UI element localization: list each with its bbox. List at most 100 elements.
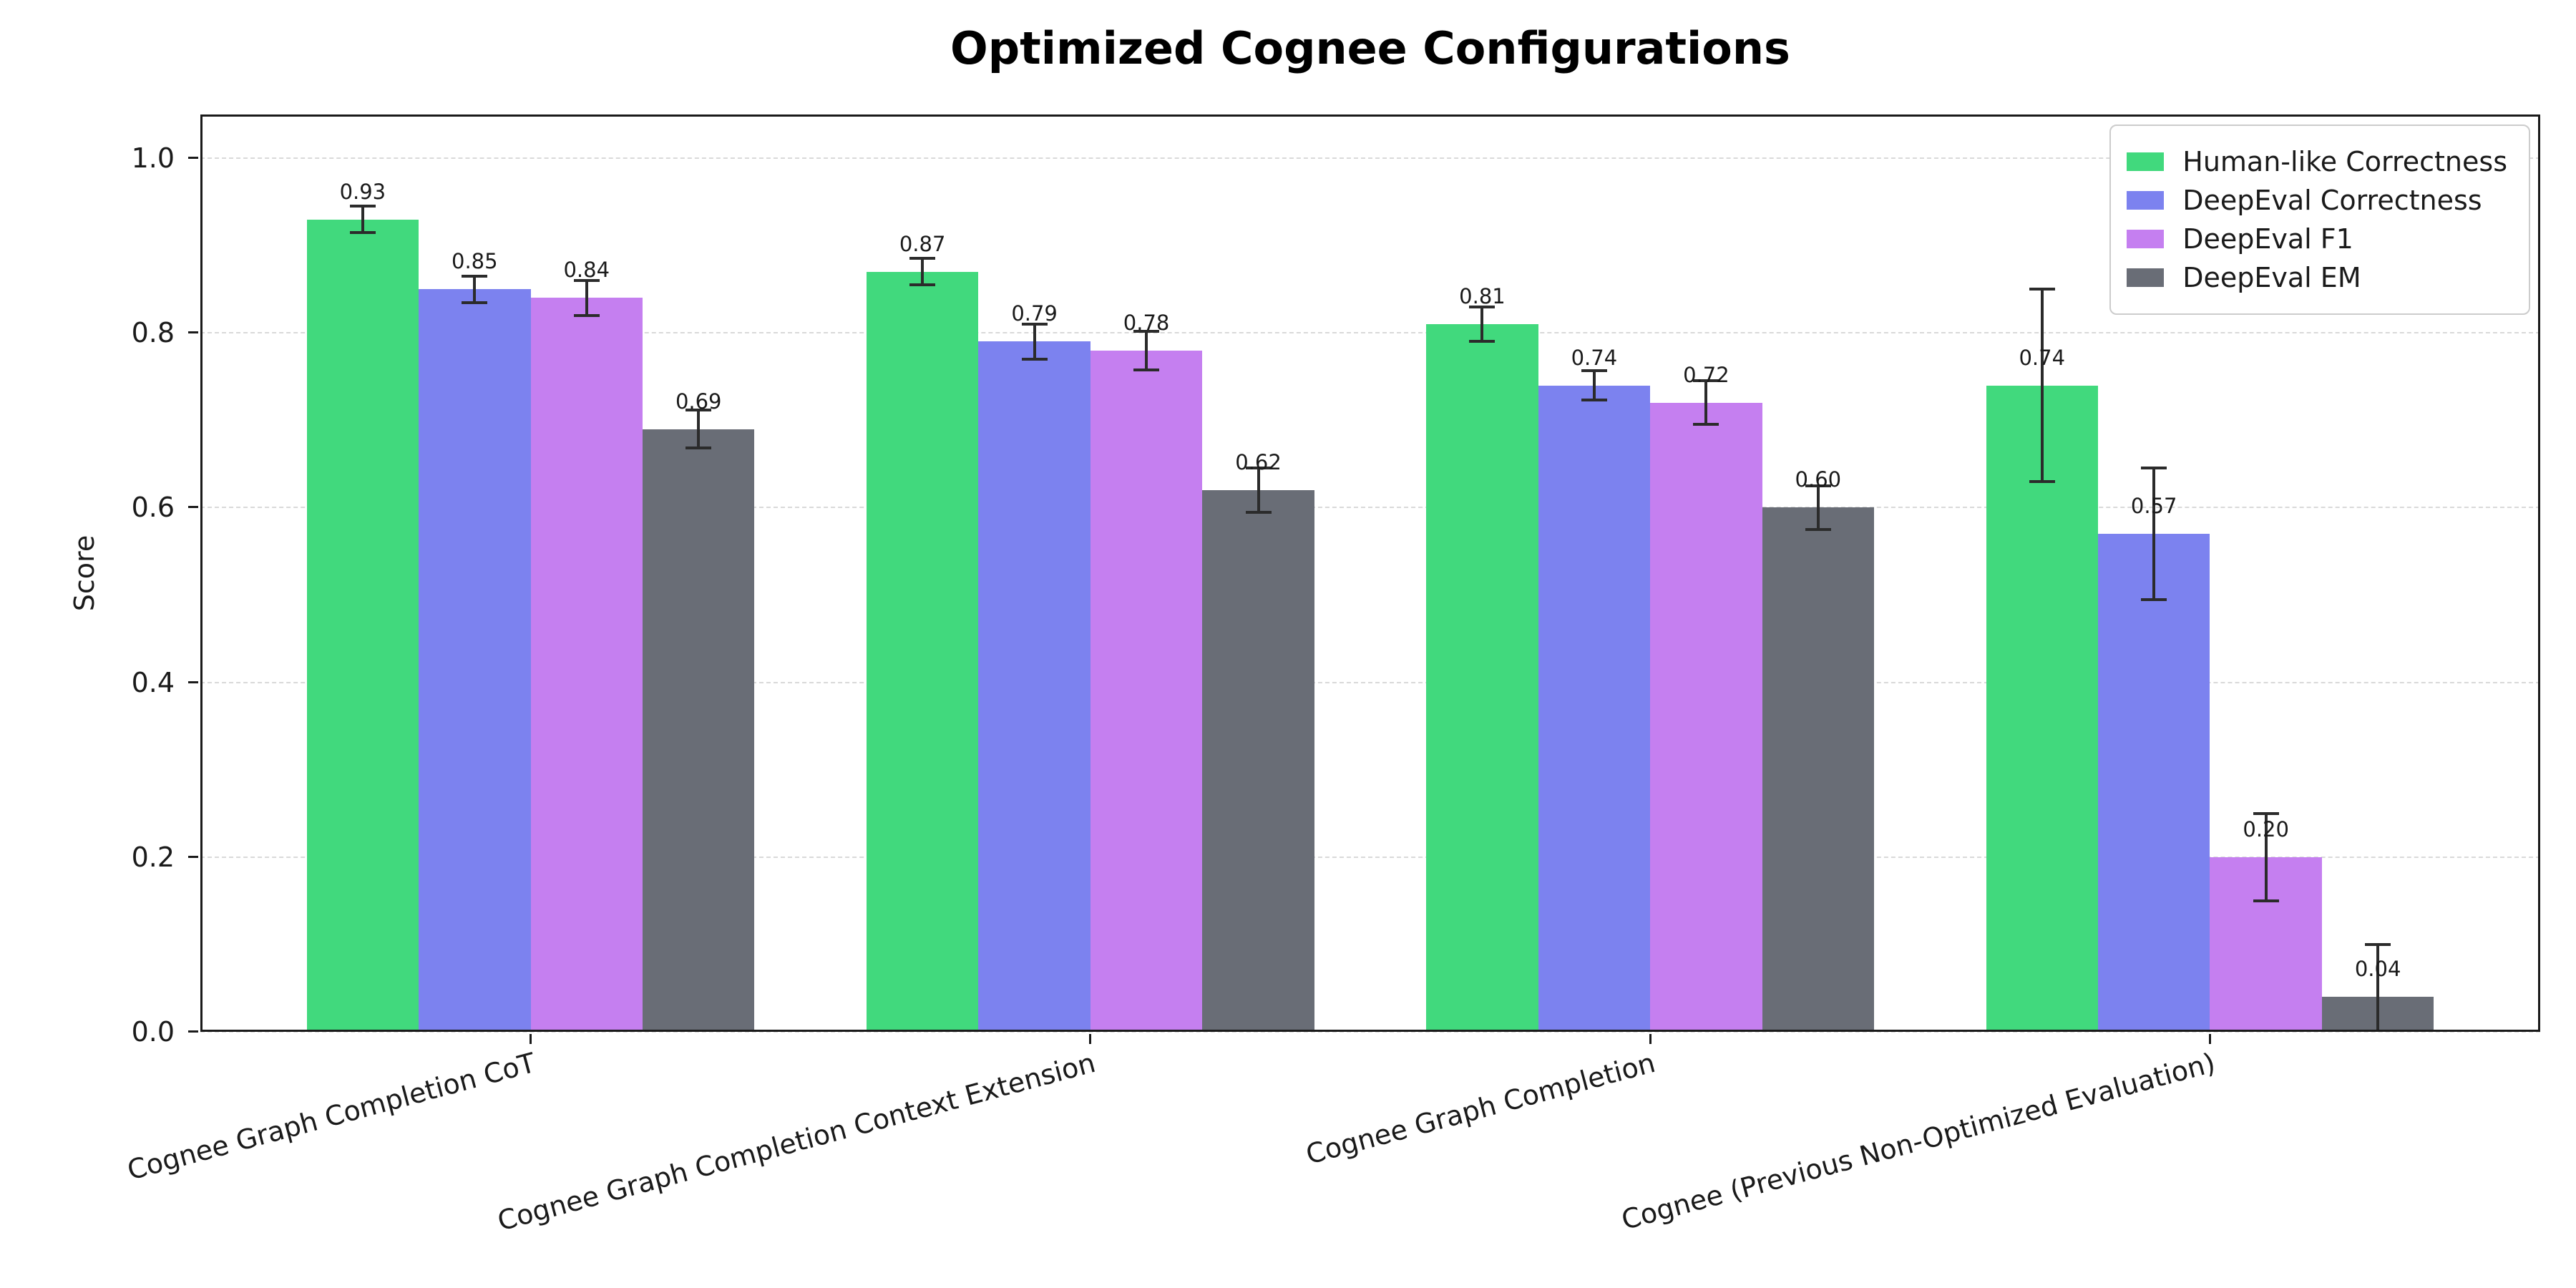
error-bar-cap bbox=[1021, 357, 1048, 361]
error-bar-cap bbox=[349, 205, 376, 208]
y-tick-mark bbox=[188, 157, 198, 160]
y-tick-label: 0.4 bbox=[131, 666, 175, 698]
error-bar-cap bbox=[2029, 479, 2055, 483]
legend-swatch-icon bbox=[2127, 268, 2165, 287]
chart-title: Optimized Cognee Configurations bbox=[950, 22, 1790, 74]
error-bar-cap bbox=[2141, 597, 2167, 601]
bar bbox=[2097, 534, 2210, 1032]
legend-swatch-icon bbox=[2127, 230, 2165, 248]
bar bbox=[1986, 385, 2098, 1032]
gridline bbox=[200, 856, 2540, 858]
error-bar-cap bbox=[2253, 811, 2279, 815]
y-tick-label: 0.2 bbox=[131, 841, 175, 873]
error-bar-line bbox=[1257, 468, 1260, 512]
bar-value-label: 0.74 bbox=[2019, 345, 2066, 370]
error-bar-cap bbox=[1581, 399, 1607, 402]
bar bbox=[866, 271, 979, 1032]
error-bar-cap bbox=[1805, 484, 1831, 487]
y-tick-mark bbox=[188, 1030, 198, 1033]
bar-value-label: 0.72 bbox=[1683, 362, 1729, 387]
error-bar-cap bbox=[349, 230, 376, 234]
legend-label: DeepEval Correctness bbox=[2182, 185, 2482, 216]
gridline bbox=[200, 157, 2540, 160]
bar-value-label: 0.81 bbox=[1459, 284, 1506, 309]
bar-value-label: 0.74 bbox=[1571, 345, 1618, 370]
error-bar-cap bbox=[1245, 467, 1272, 470]
error-bar-line bbox=[1704, 381, 1708, 425]
bar bbox=[1426, 324, 1538, 1032]
y-tick-mark bbox=[188, 680, 198, 683]
error-bar-cap bbox=[1133, 368, 1160, 371]
error-bar-line bbox=[2040, 289, 2044, 482]
bar bbox=[1538, 385, 1651, 1032]
error-bar-line bbox=[2152, 468, 2156, 600]
x-tick-label: Cognee Graph Completion bbox=[1302, 1046, 1659, 1171]
x-tick-label: Cognee (Previous Non-Optimized Evaluatio… bbox=[1618, 1046, 2219, 1236]
error-bar-cap bbox=[909, 283, 936, 287]
error-bar-cap bbox=[1133, 329, 1160, 333]
bar-value-label: 0.04 bbox=[2354, 957, 2401, 982]
error-bar-line bbox=[1480, 306, 1484, 342]
bar-value-label: 0.20 bbox=[2243, 816, 2289, 841]
bar-value-label: 0.79 bbox=[1011, 301, 1058, 326]
error-bar-cap bbox=[1581, 369, 1607, 372]
y-tick-mark bbox=[188, 855, 198, 858]
error-bar-cap bbox=[1693, 423, 1719, 426]
error-bar-cap bbox=[909, 257, 936, 260]
legend: Human-like Correctness DeepEval Correctne… bbox=[2109, 125, 2530, 315]
bar bbox=[1090, 350, 1203, 1032]
bar-value-label: 0.78 bbox=[1123, 310, 1170, 335]
error-bar-cap bbox=[1469, 340, 1496, 343]
y-tick-label: 0.0 bbox=[131, 1016, 175, 1048]
legend-item: DeepEval Correctness bbox=[2127, 185, 2507, 216]
error-bar-cap bbox=[462, 274, 488, 278]
error-bar-cap bbox=[1805, 527, 1831, 531]
bar bbox=[643, 429, 755, 1032]
error-bar-cap bbox=[686, 447, 712, 450]
error-bar-line bbox=[1145, 331, 1148, 370]
bar-value-label: 0.60 bbox=[1795, 467, 1842, 492]
x-tick-mark bbox=[1089, 1034, 1092, 1044]
y-axis-label: Score bbox=[69, 535, 100, 612]
y-tick-mark bbox=[188, 506, 198, 509]
bar-value-label: 0.85 bbox=[452, 249, 498, 274]
gridline bbox=[200, 332, 2540, 334]
error-bar-cap bbox=[2141, 467, 2167, 470]
gridline bbox=[200, 681, 2540, 683]
legend-item: Human-like Correctness bbox=[2127, 146, 2507, 177]
y-tick-mark bbox=[188, 331, 198, 334]
bar bbox=[978, 341, 1091, 1032]
error-bar-line bbox=[921, 258, 924, 286]
bar bbox=[1202, 490, 1314, 1032]
error-bar-cap bbox=[1021, 323, 1048, 326]
error-bar-cap bbox=[2365, 942, 2391, 946]
error-bar-cap bbox=[2029, 288, 2055, 291]
error-bar-line bbox=[697, 409, 701, 449]
error-bar-line bbox=[1816, 485, 1820, 530]
y-tick-label: 1.0 bbox=[131, 142, 175, 175]
error-bar-line bbox=[2376, 944, 2380, 1032]
x-tick-mark bbox=[530, 1034, 532, 1044]
error-bar-line bbox=[2264, 813, 2268, 901]
error-bar-cap bbox=[1693, 379, 1719, 383]
y-tick-label: 0.6 bbox=[131, 492, 175, 524]
gridline bbox=[200, 1031, 2540, 1033]
legend-swatch-icon bbox=[2127, 152, 2165, 171]
x-tick-label: Cognee Graph Completion Context Extensio… bbox=[494, 1046, 1099, 1237]
bar bbox=[306, 219, 419, 1032]
bar bbox=[530, 298, 643, 1032]
x-tick-label: Cognee Graph Completion CoT bbox=[124, 1046, 540, 1186]
error-bar-line bbox=[585, 280, 588, 316]
error-bar-cap bbox=[2253, 899, 2279, 902]
error-bar-cap bbox=[573, 313, 600, 317]
bar-value-label: 0.84 bbox=[563, 258, 610, 283]
legend-label: DeepEval F1 bbox=[2182, 223, 2353, 255]
legend-item: DeepEval F1 bbox=[2127, 223, 2507, 255]
error-bar-cap bbox=[1245, 510, 1272, 514]
plot-area: Human-like Correctness DeepEval Correctne… bbox=[125, 114, 2540, 1237]
error-bar-cap bbox=[573, 278, 600, 282]
legend-item: DeepEval EM bbox=[2127, 262, 2507, 293]
legend-label: DeepEval EM bbox=[2182, 262, 2361, 293]
error-bar-line bbox=[1033, 324, 1036, 359]
